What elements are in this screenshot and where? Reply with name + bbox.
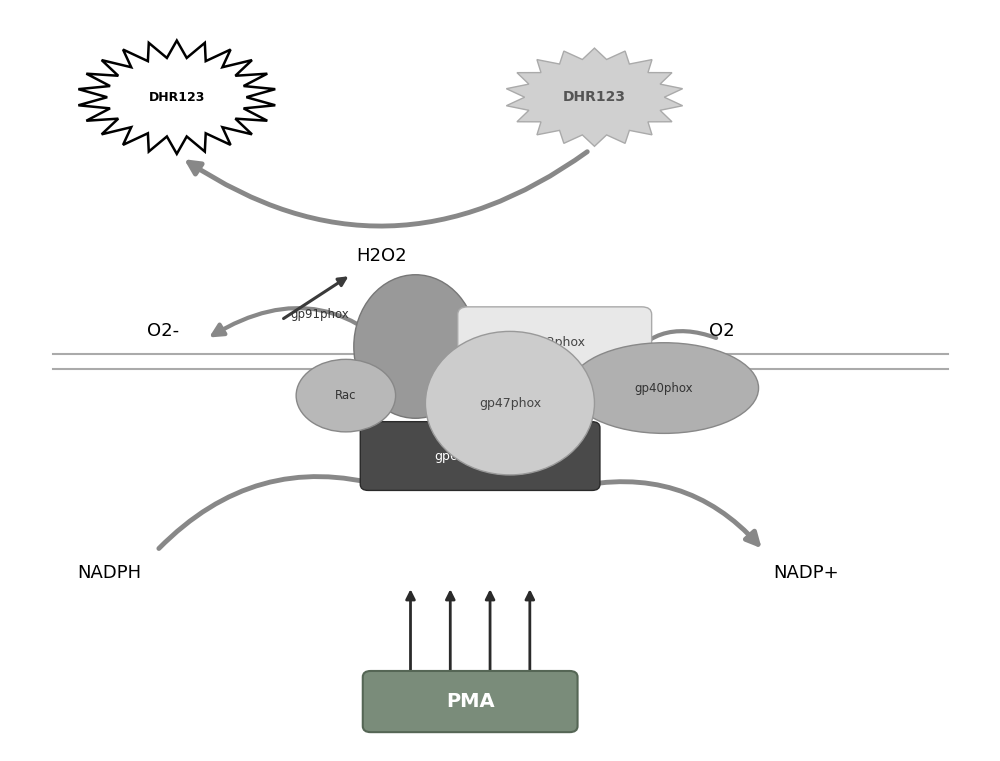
Text: gp22phox: gp22phox [524,336,586,349]
Text: Rac: Rac [335,389,357,402]
FancyBboxPatch shape [363,671,578,732]
Text: O2: O2 [709,323,734,340]
Text: gp47phox: gp47phox [479,396,541,409]
Text: NADPH: NADPH [77,564,141,582]
Text: O2-: O2- [147,323,179,340]
Text: gp91phox: gp91phox [290,307,349,320]
Text: DHR123: DHR123 [563,91,626,104]
Ellipse shape [425,331,594,475]
Ellipse shape [570,342,759,433]
Polygon shape [78,40,275,154]
Ellipse shape [354,275,477,419]
Text: PMA: PMA [446,692,494,711]
Ellipse shape [296,359,396,432]
Text: NADP+: NADP+ [773,564,839,582]
Text: gp67phox: gp67phox [434,450,496,463]
Text: H2O2: H2O2 [356,247,406,265]
FancyBboxPatch shape [360,422,600,490]
Text: gp40phox: gp40phox [635,381,693,394]
FancyBboxPatch shape [458,307,652,379]
Text: DHR123: DHR123 [149,91,205,103]
Polygon shape [506,48,683,146]
